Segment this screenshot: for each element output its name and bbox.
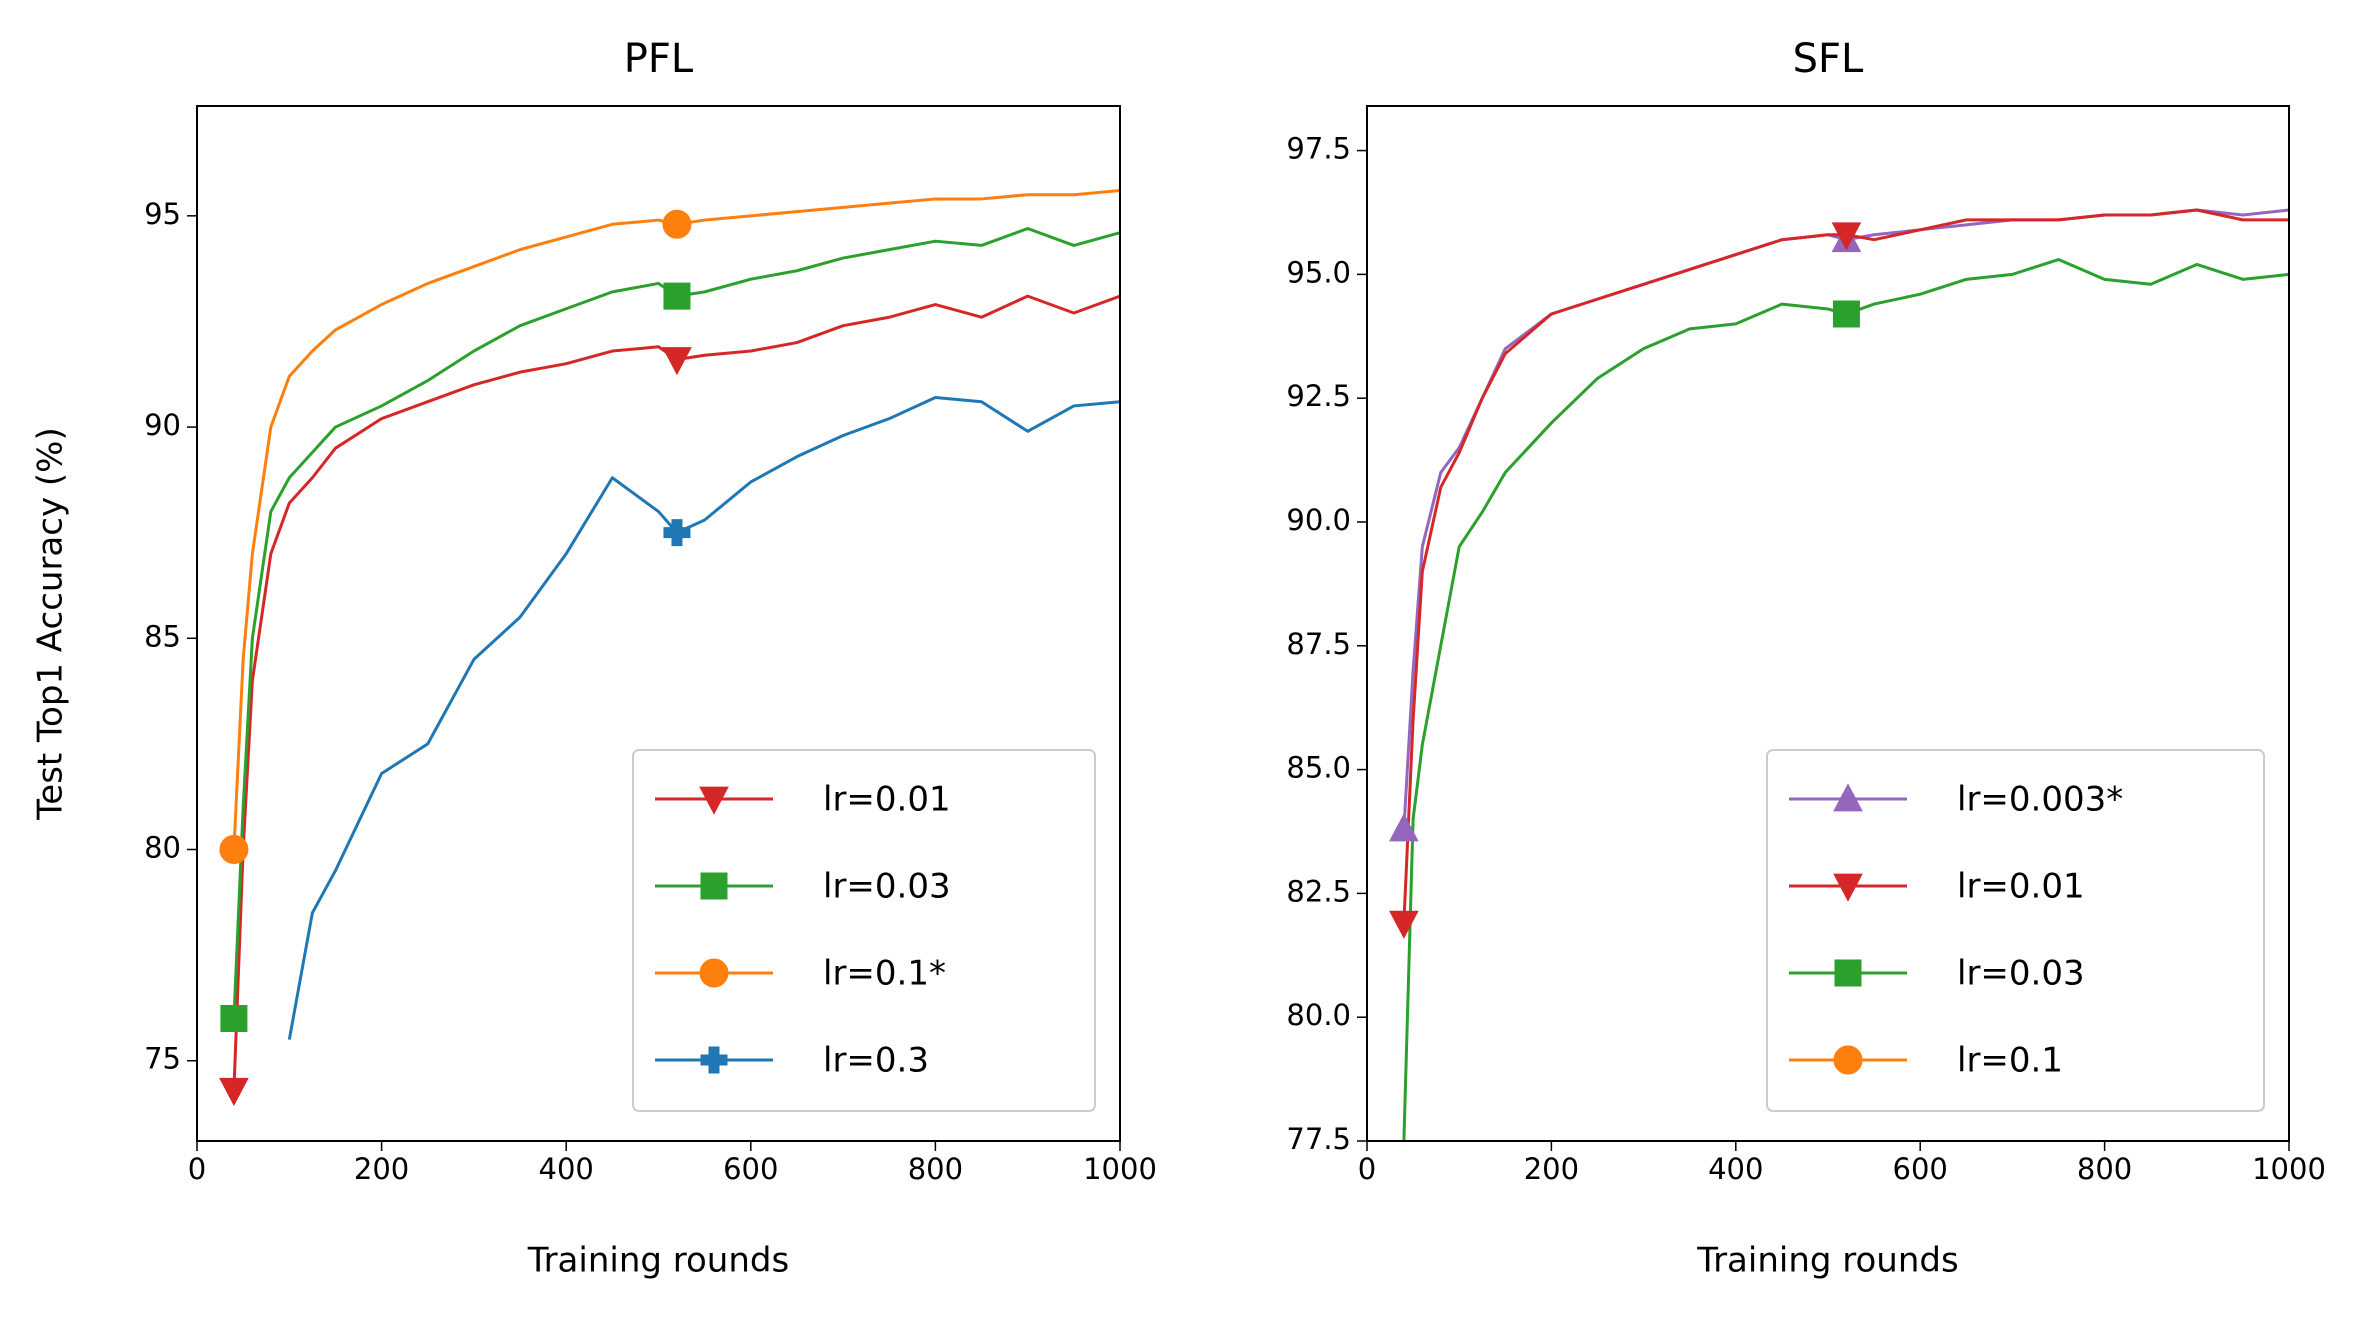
marker: [663, 282, 691, 310]
axes-frame: [196, 105, 1121, 1142]
series-line: [232, 188, 1120, 850]
legend-label: lr=0.03: [1957, 954, 2085, 994]
y-tick-label: 80: [144, 831, 181, 865]
series-line: [1402, 208, 2289, 924]
x-tick-label: 600: [1893, 1152, 1948, 1186]
y-tick-label: 80.0: [1286, 998, 1351, 1032]
legend-box: [1766, 749, 2265, 1112]
legend: lr=0.003* lr=0.01 lr=0.03 lr=0.1: [1766, 749, 2265, 1112]
y-axis-label: Test Top1 Accuracy (%): [31, 427, 71, 820]
marker: [1833, 1045, 1863, 1075]
legend-label: lr=0.1*: [823, 954, 946, 994]
marker: [1834, 959, 1862, 987]
marker: [1833, 783, 1863, 812]
y-tick-label: 75: [144, 1042, 181, 1076]
y-tick-label: 85: [144, 619, 181, 653]
marker: [1831, 222, 1862, 251]
y-tick-label: 77.5: [1286, 1122, 1351, 1156]
y-tick-label: 95: [144, 197, 181, 231]
y-tick-label: 90: [144, 408, 181, 442]
y-tick-label: 87.5: [1286, 627, 1351, 661]
plot-area: [1402, 208, 2289, 1141]
series-line: [232, 227, 1120, 1019]
marker: [700, 872, 728, 900]
plot-area: [232, 188, 1120, 1091]
axes-frame: [1366, 105, 2290, 1142]
x-tick-label: 800: [2077, 1152, 2132, 1186]
chart-title: PFL: [624, 36, 694, 82]
legend-label: lr=0.1: [1957, 1041, 2063, 1081]
x-tick-label: 800: [908, 1152, 963, 1186]
legend-label: lr=0.003*: [1957, 780, 2123, 820]
marker: [1832, 300, 1860, 328]
x-tick-label: 400: [539, 1152, 594, 1186]
x-axis-label: Training rounds: [1696, 1241, 1958, 1281]
x-tick-label: 1000: [1083, 1152, 1157, 1186]
x-tick-label: 200: [1524, 1152, 1579, 1186]
x-tick-label: 200: [354, 1152, 409, 1186]
y-tick-label: 82.5: [1286, 874, 1351, 908]
marker: [1389, 813, 1419, 842]
chart-title: SFL: [1793, 36, 1864, 82]
marker: [663, 519, 691, 547]
legend: lr=0.01 lr=0.03 lr=0.1* lr=0.3: [632, 749, 1096, 1112]
series-line: [1402, 258, 2289, 1141]
y-tick-label: 90.0: [1286, 503, 1351, 537]
marker: [699, 786, 729, 815]
y-tick-label: 92.5: [1286, 379, 1351, 413]
x-tick-label: 1000: [2252, 1152, 2326, 1186]
legend-label: lr=0.3: [823, 1041, 929, 1081]
marker: [219, 1077, 249, 1107]
marker: [219, 835, 249, 865]
x-tick-label: 0: [1358, 1152, 1376, 1186]
series-line: [232, 294, 1120, 1091]
y-tick-label: 97.5: [1286, 132, 1351, 166]
x-axis-label: Training rounds: [527, 1241, 789, 1281]
marker: [220, 1004, 248, 1032]
legend-label: lr=0.01: [1957, 867, 2085, 907]
y-tick-label: 85.0: [1286, 751, 1351, 785]
legend-label: lr=0.01: [823, 780, 951, 820]
marker: [699, 958, 729, 988]
marker: [1389, 910, 1419, 939]
x-tick-label: 600: [723, 1152, 778, 1186]
x-tick-label: 400: [1708, 1152, 1763, 1186]
y-tick-label: 95.0: [1286, 255, 1351, 289]
x-tick-label: 0: [188, 1152, 206, 1186]
marker: [662, 347, 692, 376]
legend-label: lr=0.03: [823, 867, 951, 907]
legend-box: [632, 749, 1096, 1112]
marker: [662, 209, 692, 239]
marker: [700, 1046, 728, 1074]
marker: [1833, 873, 1863, 902]
